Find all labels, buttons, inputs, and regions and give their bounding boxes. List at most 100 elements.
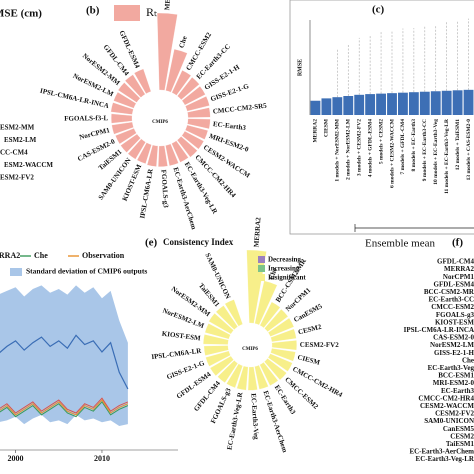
x-tick-label: 8 models + EC-Earth3	[411, 119, 417, 172]
label: CESM2	[450, 432, 474, 440]
radial-bar	[171, 140, 189, 163]
category-label: FGOALS-g3	[160, 169, 170, 208]
radial-bar	[181, 130, 205, 150]
radial-bar	[113, 91, 137, 109]
radial-bar	[271, 340, 297, 351]
bar	[452, 90, 463, 115]
x-tick-label: MERRA2	[313, 119, 319, 143]
label: CMCC-CM2-HR4	[418, 394, 474, 402]
x-tick-label: 4 models + GFDL-ESM4	[367, 119, 373, 178]
radial-bar	[120, 133, 141, 153]
radial-bar	[177, 77, 200, 100]
radial-bar	[176, 136, 198, 158]
legend-swatch	[114, 5, 140, 21]
label: BCC-ESM1	[438, 372, 474, 380]
radial-bar	[267, 353, 293, 372]
bar	[343, 96, 354, 115]
radial-bar	[185, 124, 209, 140]
legend-label: Decreasing	[268, 256, 301, 264]
x-tick-label: 9 models + EC-Earth3-CC	[422, 119, 428, 181]
radial-bar	[111, 113, 133, 124]
category-label: Che	[178, 35, 189, 49]
label: EC-Earth3-CC	[429, 296, 474, 304]
series-line	[0, 401, 129, 418]
radial-bar	[247, 366, 258, 391]
label: CAS-ESM2-0	[433, 334, 474, 342]
panel-label: (c)	[372, 4, 385, 16]
x-tick-label: 13 models + CAS-ESM2-0	[466, 119, 472, 181]
x-tick-label: 6 models + CESM2-WACCM	[389, 118, 395, 188]
radial-bar	[209, 355, 234, 377]
radial-bar	[165, 143, 179, 167]
radial-bar	[215, 305, 238, 330]
panel-label: (b)	[86, 5, 100, 17]
legend-label: MERRA2	[0, 251, 20, 260]
radial-bar	[236, 365, 249, 391]
label: KIOST-ESM	[435, 318, 474, 326]
radial-bar	[270, 348, 296, 362]
legend-swatch	[258, 274, 265, 281]
x-tick-label: 5 models + CESM2	[378, 119, 384, 164]
bar	[354, 94, 365, 115]
radial-bar	[158, 145, 168, 167]
radial-bar	[224, 299, 243, 327]
category-label: CMCC-CM2-SR5	[213, 102, 268, 116]
panel-label: (f)	[452, 237, 463, 249]
radial-bar	[203, 334, 229, 345]
radial-bar	[217, 360, 239, 383]
category-label: IPSL-CM6A-LR	[151, 347, 203, 361]
bar	[441, 90, 452, 115]
label: FGOALS-g3	[436, 311, 474, 319]
annotation: Ensemble mean	[365, 238, 435, 250]
label: ESM2-MM	[0, 124, 35, 132]
panel-a-title: MSE (cm)	[0, 8, 42, 20]
bar	[430, 91, 441, 115]
mean-line	[0, 334, 129, 390]
radial-bar	[111, 121, 134, 135]
x-tick-label: 2010	[94, 454, 110, 463]
label: EC-Earth3-Veg	[428, 364, 474, 372]
label: GISS-E2-1-H	[434, 349, 474, 357]
bar	[376, 93, 386, 115]
radial-bar	[187, 118, 211, 130]
radial-bar	[259, 362, 279, 386]
radial-bar	[165, 48, 188, 93]
series-line	[0, 397, 129, 414]
radial-bar	[181, 85, 206, 106]
center-label: CMIP6	[242, 347, 258, 352]
category-label: MERRA2	[252, 217, 262, 248]
label: CMCC-ESM2	[431, 303, 474, 311]
radial-bar	[205, 350, 231, 367]
radial-bar	[127, 138, 146, 160]
series-line	[0, 399, 129, 416]
center-label: CMIP6	[152, 120, 168, 125]
x-tick-label: 3 models + CESM2-FV2	[356, 119, 362, 176]
radial-bar	[171, 70, 192, 96]
category-label: KIOST-ESM	[161, 330, 201, 343]
label: SAM0-UNICON	[424, 417, 474, 425]
label: EC-Earth3	[441, 387, 474, 395]
radial-bar	[267, 317, 295, 337]
panel-frame	[289, 0, 474, 235]
bar	[408, 92, 419, 115]
category-label: MERRA2	[163, 0, 173, 11]
category-label: Che	[268, 267, 279, 281]
legend-label: Che	[34, 251, 48, 260]
label: CC-CM4	[0, 149, 28, 157]
legend-swatch	[258, 256, 265, 263]
legend-swatch	[10, 268, 22, 276]
band	[0, 285, 128, 426]
bar	[463, 89, 474, 115]
radial-bar	[226, 363, 243, 389]
label: GFDL-ESM4	[434, 280, 474, 288]
panel-title: Consistency Index	[163, 237, 234, 247]
label: EC-Earth3-AerChem	[409, 448, 474, 456]
legend-label: Observation	[82, 251, 125, 260]
radial-bar	[110, 102, 134, 115]
x-tick-label: 10 models + EC-Earth3-Veg	[433, 119, 439, 185]
bar	[310, 100, 321, 115]
radial-bar	[203, 345, 229, 356]
radial-bar	[187, 107, 211, 118]
